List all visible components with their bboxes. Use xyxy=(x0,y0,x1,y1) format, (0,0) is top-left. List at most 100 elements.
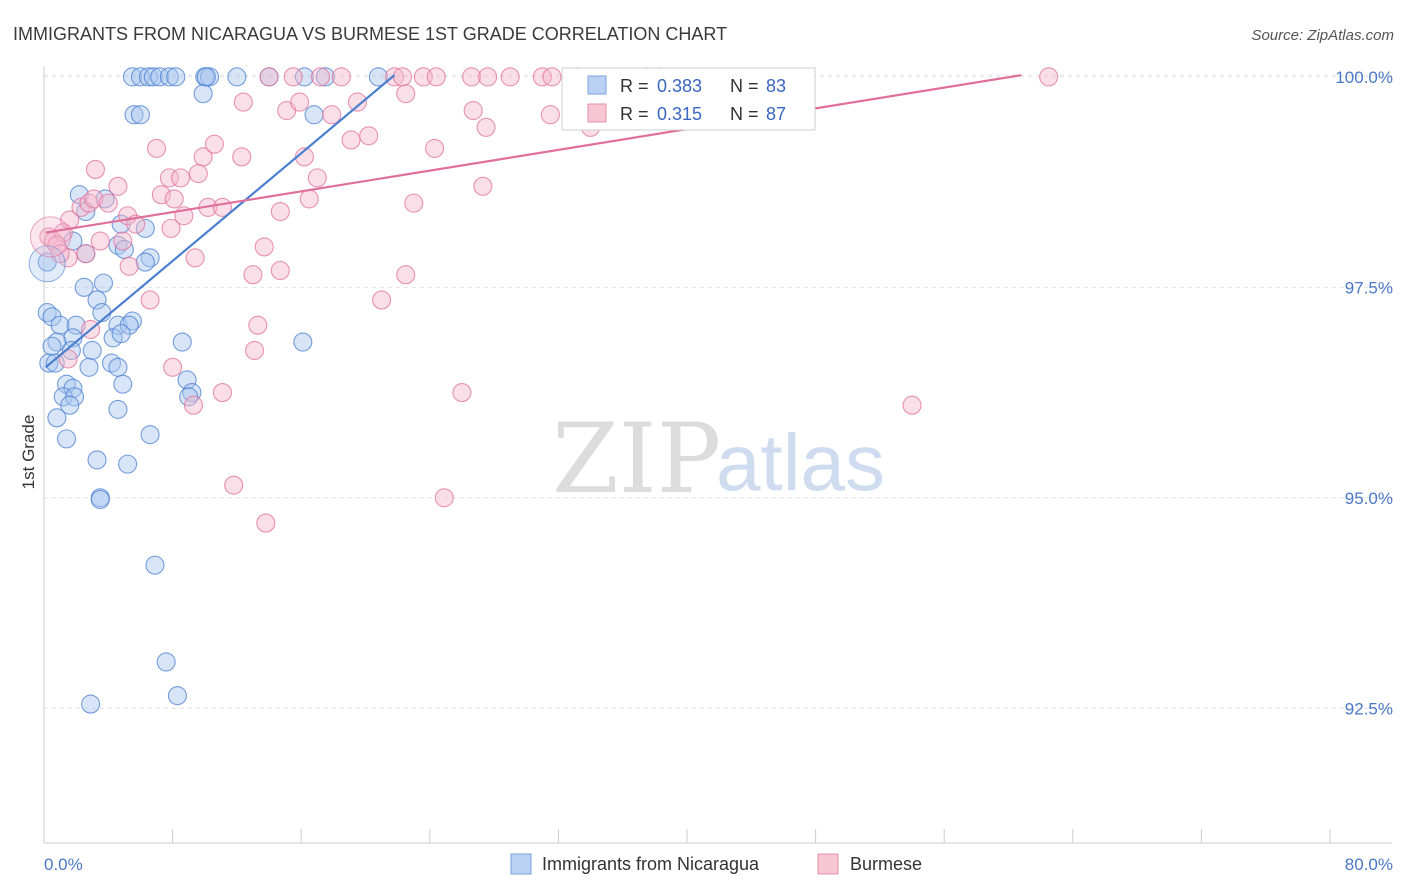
point-nicaragua-62 xyxy=(47,408,67,428)
point-burmese-40 xyxy=(347,92,368,112)
gridlines xyxy=(44,74,1392,709)
point-nicaragua-5 xyxy=(159,67,179,87)
x-tick-label-1: 80.0% xyxy=(1345,855,1393,874)
point-burmese-37 xyxy=(322,105,342,125)
y-tick-label-3: 92.5% xyxy=(1345,699,1393,718)
x-tick-label-0: 0.0% xyxy=(44,855,83,874)
point-burmese-78 xyxy=(163,357,183,377)
y-axis-label: 1st Grade xyxy=(19,415,38,490)
y-tick-label-2: 95.0% xyxy=(1345,489,1393,508)
point-burmese-84 xyxy=(85,159,105,180)
point-burmese-36 xyxy=(290,92,310,112)
point-burmese-21 xyxy=(159,168,179,188)
point-burmese-42 xyxy=(425,138,445,158)
point-burmese-6 xyxy=(84,189,104,209)
point-burmese-44 xyxy=(476,117,496,137)
point-burmese-30 xyxy=(233,92,253,112)
point-burmese-43 xyxy=(463,100,483,121)
point-nicaragua-45 xyxy=(42,336,62,356)
point-nicaragua-30 xyxy=(74,277,94,297)
point-nicaragua-54 xyxy=(113,374,133,394)
point-burmese-49 xyxy=(270,260,290,281)
trend-line-burmese xyxy=(45,74,1022,234)
point-nicaragua-13 xyxy=(368,67,388,87)
point-nicaragua-36 xyxy=(66,315,86,335)
y-tick-label-1: 97.5% xyxy=(1345,278,1393,297)
point-nicaragua-27 xyxy=(135,252,155,272)
point-nicaragua-52 xyxy=(108,357,128,377)
point-burmese-28 xyxy=(232,147,252,167)
stats-swatch-burmese xyxy=(587,103,607,123)
point-nicaragua-70 xyxy=(156,652,176,672)
point-burmese-41 xyxy=(396,84,416,104)
point-nicaragua-16 xyxy=(304,105,324,125)
stats-n-label-2: N = xyxy=(730,104,759,124)
point-burmese-63 xyxy=(259,67,279,87)
point-nicaragua-2 xyxy=(138,67,159,87)
point-nicaragua-46 xyxy=(82,340,102,361)
data-points xyxy=(28,67,1059,714)
point-burmese-76 xyxy=(1039,67,1059,87)
point-nicaragua-69 xyxy=(145,555,165,575)
point-burmese-14 xyxy=(113,231,133,251)
watermark: ZIP atlas xyxy=(552,403,885,515)
chart-source: Source: ZipAtlas.com xyxy=(1251,27,1394,44)
legend-label-nicaragua: Immigrants from Nicaragua xyxy=(542,854,760,874)
point-nicaragua-0 xyxy=(122,67,142,87)
point-burmese-17 xyxy=(151,185,171,205)
point-burmese-60 xyxy=(256,513,276,533)
stats-n-label-1: N = xyxy=(730,76,759,96)
point-nicaragua-76 xyxy=(130,105,150,125)
point-burmese-cluster xyxy=(29,216,71,258)
legend-swatch-nicaragua xyxy=(510,853,532,875)
stats-r-value-2: 0.315 xyxy=(657,104,702,124)
stats-n-value-1: 83 xyxy=(766,76,786,96)
point-nicaragua-63 xyxy=(56,429,77,449)
point-nicaragua-60 xyxy=(60,395,80,415)
point-nicaragua-44 xyxy=(172,332,192,352)
point-burmese-53 xyxy=(248,315,268,335)
point-burmese-68 xyxy=(462,67,482,87)
point-burmese-66 xyxy=(384,67,404,87)
point-nicaragua-15 xyxy=(193,84,213,104)
point-burmese-65 xyxy=(331,67,351,87)
watermark-zip: ZIP xyxy=(552,403,721,515)
point-nicaragua-48 xyxy=(39,353,59,373)
point-burmese-18 xyxy=(164,189,184,209)
point-nicaragua-9 xyxy=(227,67,247,87)
point-burmese-29 xyxy=(146,138,167,158)
point-burmese-72 xyxy=(542,67,562,87)
stats-swatch-nicaragua xyxy=(587,75,607,95)
point-burmese-58 xyxy=(224,475,244,495)
point-nicaragua-3 xyxy=(143,67,163,87)
point-nicaragua-61 xyxy=(108,399,128,419)
point-burmese-61 xyxy=(902,395,922,415)
point-burmese-23 xyxy=(185,248,205,268)
axes xyxy=(43,66,1392,844)
point-burmese-48 xyxy=(243,265,263,285)
point-burmese-86 xyxy=(426,67,446,87)
point-burmese-7 xyxy=(98,193,118,213)
legend-label-burmese: Burmese xyxy=(850,854,922,874)
point-nicaragua-65 xyxy=(87,450,107,470)
trend-line-nicaragua xyxy=(44,74,396,369)
point-nicaragua-6 xyxy=(166,67,186,87)
point-burmese-77 xyxy=(540,105,560,125)
point-burmese-80 xyxy=(140,290,160,310)
point-nicaragua-53 xyxy=(177,370,197,390)
point-burmese-59 xyxy=(434,488,454,508)
point-nicaragua-11 xyxy=(294,67,314,87)
stats-legend-box: R = 0.383 N = 83 R = 0.315 N = 87 xyxy=(561,67,816,131)
point-nicaragua-73 xyxy=(293,332,313,352)
point-nicaragua-68 xyxy=(90,489,110,510)
point-nicaragua-71 xyxy=(167,686,187,706)
point-burmese-13 xyxy=(90,231,110,251)
point-nicaragua-29 xyxy=(93,273,114,293)
stats-r-label-1: R = xyxy=(620,76,649,96)
point-burmese-55 xyxy=(212,383,232,403)
point-nicaragua-64 xyxy=(140,425,160,445)
point-burmese-38 xyxy=(341,130,361,150)
point-burmese-33 xyxy=(307,168,327,188)
point-burmese-54 xyxy=(245,340,265,361)
